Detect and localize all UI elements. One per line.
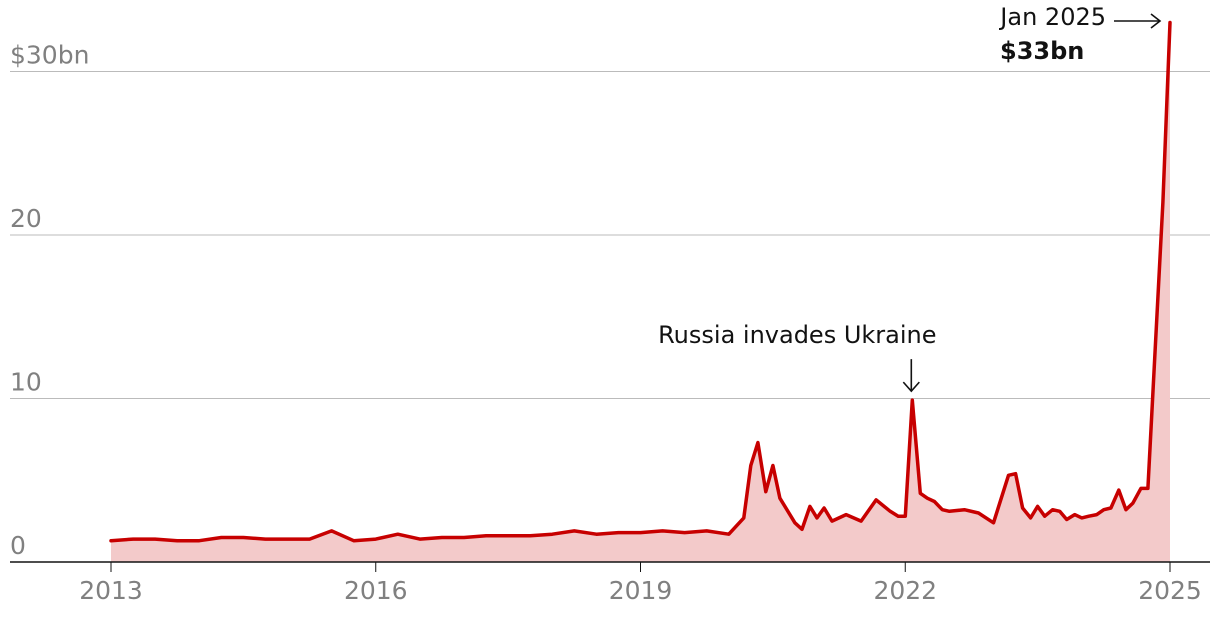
- x-tick-labels: 2013 2016 2019 2022 2025: [79, 562, 1202, 605]
- x-tick-label: 2022: [873, 576, 937, 605]
- annotation-russia-invades-ukraine: Russia invades Ukraine: [658, 321, 937, 393]
- x-tick-label: 2025: [1138, 576, 1202, 605]
- area-layer: [109, 20, 1172, 562]
- series-area-fill: [111, 22, 1170, 562]
- y-tick-label: 10: [10, 368, 42, 397]
- y-tick-label: 20: [10, 204, 42, 233]
- x-tick-label: 2016: [344, 576, 408, 605]
- x-tick-label: 2019: [609, 576, 673, 605]
- series-line: [109, 20, 1172, 543]
- annotation-date-label: Jan 2025: [998, 3, 1106, 31]
- annotation-jan-2025: Jan 2025 $33bn: [998, 3, 1162, 65]
- down-arrow-icon: [902, 381, 920, 393]
- y-tick-labels: 0 10 20 $30bn: [10, 41, 89, 561]
- x-tick-label: 2013: [79, 576, 143, 605]
- right-arrow-icon: [1150, 13, 1162, 29]
- annotation-label: Russia invades Ukraine: [658, 321, 936, 349]
- annotation-value-label: $33bn: [1000, 37, 1084, 65]
- y-tick-label: 0: [10, 531, 26, 560]
- y-tick-label: $30bn: [10, 41, 89, 70]
- gridlines: [10, 71, 1210, 399]
